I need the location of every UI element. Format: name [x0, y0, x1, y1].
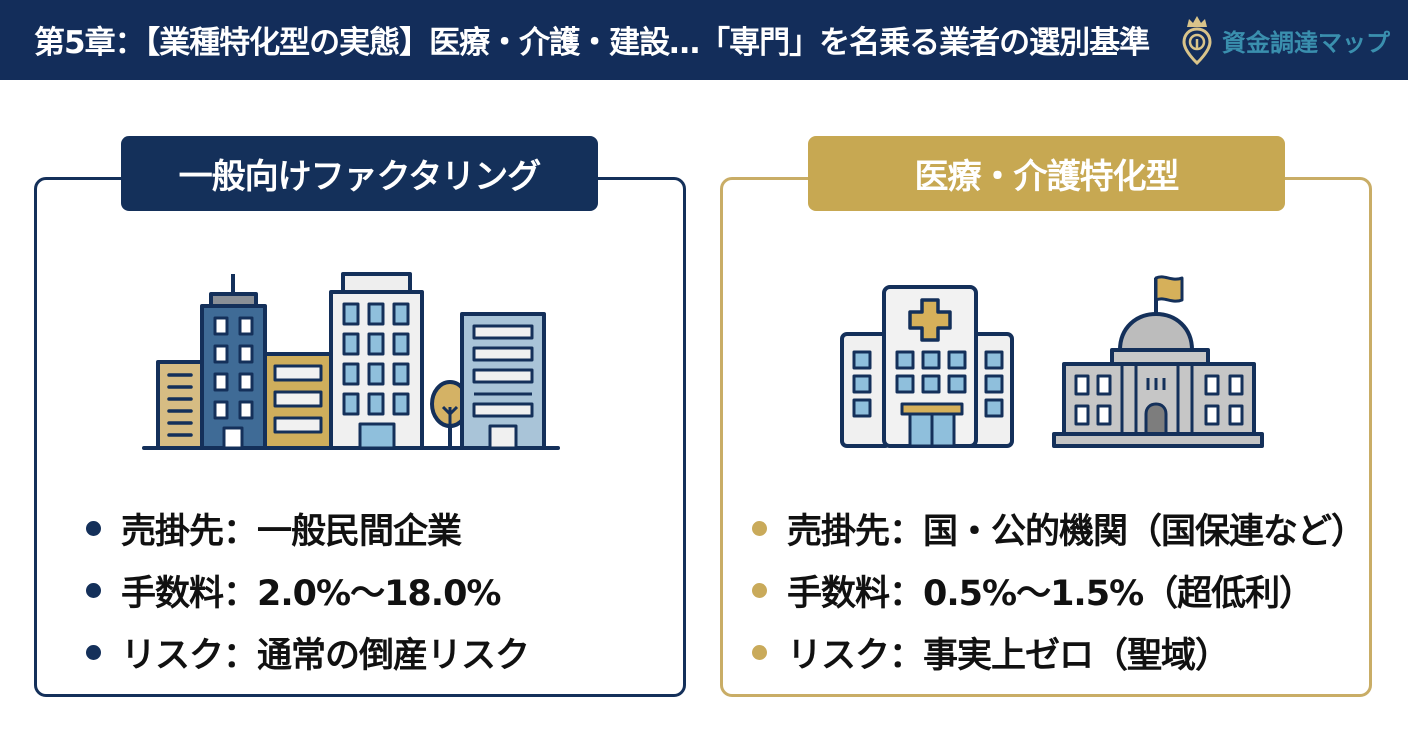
bullet-dot-icon: [752, 520, 767, 536]
page-title: 第5章：【業種特化型の実態】医療・介護・建設…「専門」を名乗る業者の選別基準: [34, 25, 1150, 61]
bullet-item: 売掛先：国・公的機関（国保連など）: [752, 497, 1366, 559]
bullet-dot-icon: [752, 644, 767, 660]
general-factoring-bullets: 売掛先：一般民間企業 手数料：2.0%〜18.0% リスク：通常の倒産リスク: [86, 497, 530, 683]
bullet-dot-icon: [86, 520, 101, 536]
bullet-dot-icon: [86, 644, 101, 660]
bullet-text: リスク：事実上ゼロ（聖域）: [787, 635, 1230, 676]
general-factoring-card: [34, 177, 686, 697]
header-bar: 第5章：【業種特化型の実態】医療・介護・建設…「専門」を名乗る業者の選別基準 資…: [0, 0, 1408, 80]
bullet-item: リスク：事実上ゼロ（聖域）: [752, 621, 1365, 683]
general-factoring-title: 一般向けファクタリング: [121, 136, 598, 211]
brand[interactable]: 資金調達マップ: [1180, 10, 1390, 70]
bullet-item: 手数料：2.0%〜18.0%: [86, 559, 529, 621]
brand-name: 資金調達マップ: [1222, 28, 1390, 57]
bullet-dot-icon: [86, 582, 101, 598]
bullet-text: 手数料：2.0%〜18.0%: [121, 573, 501, 614]
bullet-text: リスク：通常の倒産リスク: [121, 635, 530, 676]
city-buildings-icon: [142, 272, 560, 450]
bullet-text: 売掛先：一般民間企業: [121, 511, 462, 552]
bullet-text: 手数料：0.5%〜1.5%（超低利）: [787, 573, 1314, 614]
bullet-item: リスク：通常の倒産リスク: [86, 621, 530, 683]
bullet-text: 売掛先：国・公的機関（国保連など）: [787, 511, 1366, 552]
medical-care-specialized-card: [720, 177, 1372, 697]
bullet-item: 手数料：0.5%〜1.5%（超低利）: [752, 559, 1365, 621]
bullet-item: 売掛先：一般民間企業: [86, 497, 529, 559]
hospital-and-government-building-icon: [840, 275, 1264, 448]
crown-map-pin-icon: [1182, 16, 1212, 65]
medical-care-specialized-title: 医療・介護特化型: [808, 136, 1285, 211]
medical-care-specialized-bullets: 売掛先：国・公的機関（国保連など） 手数料：0.5%〜1.5%（超低利） リスク…: [752, 497, 1366, 683]
bullet-dot-icon: [752, 582, 767, 598]
